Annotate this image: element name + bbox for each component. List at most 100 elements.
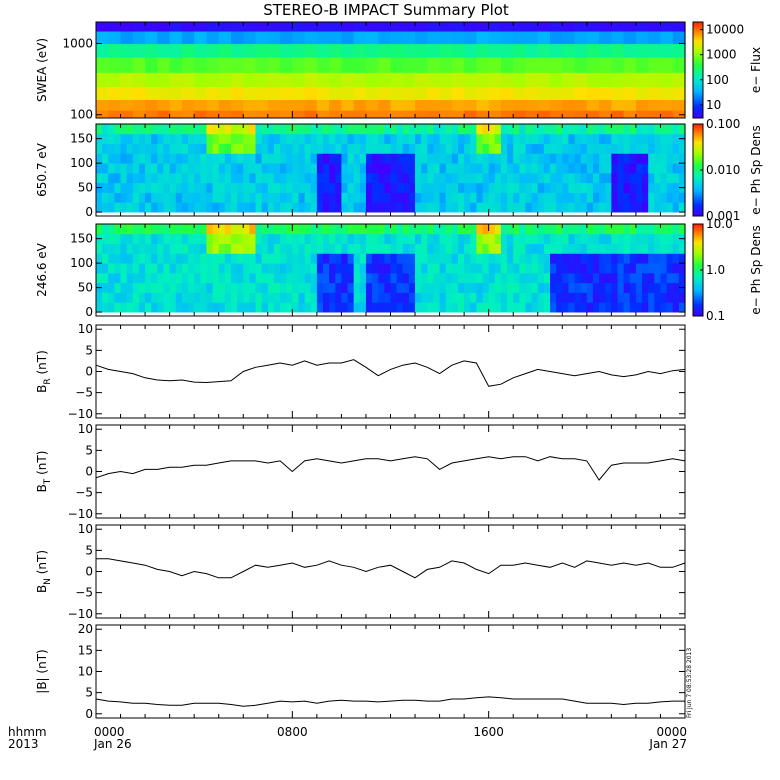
swea-cell [280, 99, 293, 112]
pad650-cell [402, 124, 410, 135]
pad650-cell [519, 133, 527, 144]
pad650-cell [323, 172, 330, 184]
pad650-cell [415, 192, 422, 203]
pad650-cell [286, 202, 293, 213]
swea-cell [635, 110, 649, 119]
pad650-cell [188, 182, 195, 193]
pad246-cell [451, 253, 459, 264]
pad246-cell [224, 302, 232, 313]
pad246-cell [494, 263, 502, 274]
pad246-cell [102, 253, 109, 264]
pad650-cell [286, 192, 293, 203]
pad246-cell [230, 243, 238, 254]
swea-cell [365, 72, 379, 88]
swea-cell [181, 44, 195, 59]
time-tick-date-0: Jan 26 [93, 737, 132, 751]
pad650-cell [556, 153, 563, 164]
pad650-cell [292, 182, 300, 193]
pad650-cell [329, 124, 336, 135]
pad246-cell [145, 243, 152, 254]
pad650-cell [126, 153, 134, 164]
pad650-cell [114, 163, 122, 174]
pad246-cell [188, 224, 195, 235]
pad650-cell [261, 172, 269, 184]
pad650-cell [457, 172, 465, 184]
pad246-cell [329, 233, 336, 244]
pad246-cell [102, 243, 109, 254]
pad650-cell [206, 192, 214, 203]
pad650-cell [421, 124, 428, 135]
pad650-cell [194, 192, 201, 203]
pad650-cell [556, 163, 563, 174]
pad650-cell [132, 172, 140, 184]
pad246-cell [335, 243, 343, 254]
pad246-cell [132, 233, 140, 244]
swea-cell [611, 87, 625, 101]
pad246-cell [482, 292, 490, 303]
pad246-cell [224, 263, 232, 274]
pad650-cell [353, 143, 361, 154]
pad246-cell [120, 282, 128, 293]
pad650-cell [126, 192, 134, 203]
pad246-cell [218, 272, 226, 284]
swea-cell [439, 31, 453, 45]
swea-cell [280, 44, 293, 59]
pad650-cell [237, 163, 244, 174]
pad246-cell [482, 224, 490, 235]
pad246-cell [550, 292, 557, 303]
pad650-cell [237, 192, 244, 203]
pad650-cell [323, 163, 330, 174]
pad650-cell [372, 143, 379, 154]
pad246-cell [126, 282, 134, 293]
pad246-cell [672, 292, 680, 303]
pad650-cell [494, 163, 502, 174]
pad650-cell [439, 182, 447, 193]
pad650-cell [457, 192, 465, 203]
pad246-cell [556, 224, 563, 235]
pad246-cell [500, 282, 508, 293]
pad246-cell [347, 272, 355, 284]
pad650-cell [611, 153, 619, 164]
pad650-cell [384, 172, 392, 184]
pad650-cell [206, 182, 214, 193]
pad650-cell [617, 143, 625, 154]
swea-cell [660, 110, 674, 119]
pad650-cell [169, 124, 177, 135]
pad650-cell [396, 153, 404, 164]
pad650-cell [439, 124, 447, 135]
swea-cell [427, 57, 441, 74]
swea-cell [280, 87, 293, 101]
pad650-cell [335, 133, 343, 144]
swea-cell [169, 22, 183, 32]
pad650-cell [586, 172, 594, 184]
swea-cell [145, 44, 158, 59]
pad246-cell [132, 224, 140, 235]
pad650-cell [513, 182, 520, 193]
pad650-cell [617, 192, 625, 203]
swea-cell [611, 99, 625, 112]
pad650-cell [249, 202, 257, 213]
pad650-cell [408, 153, 416, 164]
pad246-cell [347, 233, 355, 244]
pad650-cell [212, 143, 220, 154]
swea-cell [132, 31, 146, 45]
swea-cell [648, 87, 662, 101]
swea-cell [280, 110, 293, 119]
pad650-cell [384, 153, 392, 164]
pad650-cell [151, 133, 158, 144]
pad246-cell [396, 233, 404, 244]
pad246-cell [206, 253, 214, 264]
pad246-cell [519, 243, 527, 254]
swea-cell [206, 22, 220, 32]
pad650-cell [592, 153, 600, 164]
pad246-cell [537, 233, 545, 244]
pad650-cell [108, 163, 116, 174]
pad246-cell [323, 282, 330, 293]
pad246-cell [421, 243, 428, 254]
pad650-cell [132, 143, 140, 154]
pad246-cell [654, 263, 662, 274]
pad246-cell [580, 263, 588, 274]
pad246-cell [175, 282, 183, 293]
pad650-cell [230, 192, 238, 203]
pad650-cell [157, 202, 165, 213]
